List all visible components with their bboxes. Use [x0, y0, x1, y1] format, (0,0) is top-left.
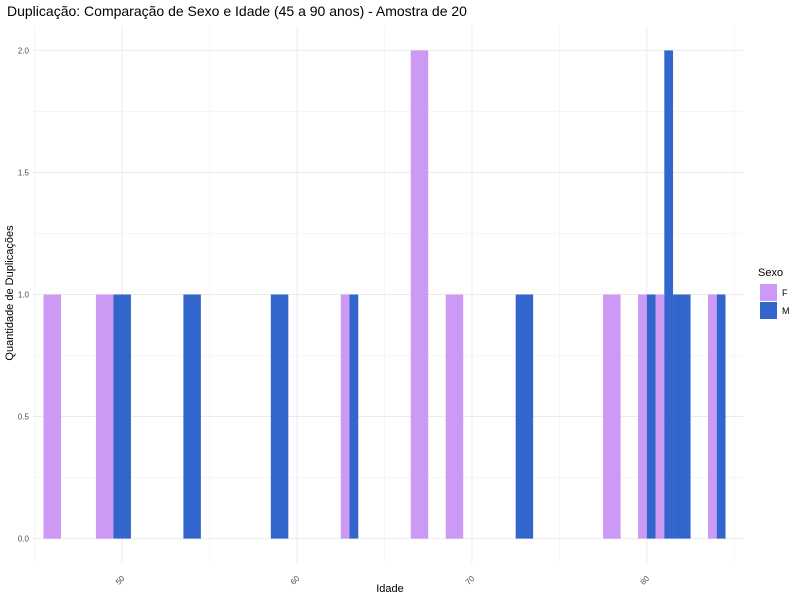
bar-m-2: [270, 294, 289, 539]
y-axis-ticks: 0.0 0.5 1.0 1.5 2.0: [18, 46, 30, 543]
bar-m-6: [664, 50, 674, 539]
legend-key-m: [760, 302, 777, 319]
bar-f-6: [638, 294, 647, 539]
x-tick-label: 70: [464, 574, 477, 587]
chart-title: Duplicação: Comparação de Sexo e Idade (…: [7, 3, 467, 19]
bar-f-0: [43, 294, 61, 539]
x-tick-label: 50: [114, 574, 127, 587]
x-axis-title: Idade: [376, 583, 404, 595]
bar-f-3: [410, 50, 429, 539]
bar-f-4: [445, 294, 464, 539]
bar-m-5: [646, 294, 656, 539]
x-tick-label: 60: [289, 574, 302, 587]
bar-f-7: [655, 294, 665, 539]
bar-f-8: [708, 294, 717, 539]
y-tick-label: 1.0: [18, 291, 30, 300]
y-tick-label: 0.5: [18, 413, 30, 422]
y-tick-label: 1.5: [18, 168, 30, 177]
y-axis-title: Quantidade de Duplicações: [4, 225, 16, 361]
legend-label-m: M: [782, 306, 790, 316]
bar-f-1: [95, 294, 114, 539]
bar-m-4: [515, 294, 534, 539]
legend-key-f: [760, 284, 777, 301]
bar-m-3: [349, 294, 359, 539]
bar-m-7: [673, 294, 691, 539]
x-tick-label: 80: [639, 574, 652, 587]
bar-m-8: [716, 294, 726, 539]
bars: [43, 50, 726, 539]
bar-f-2: [340, 294, 350, 539]
legend-label-f: F: [782, 288, 788, 298]
y-tick-label: 2.0: [18, 46, 30, 55]
legend-title: Sexo: [758, 267, 783, 279]
bar-m-1: [183, 294, 201, 539]
grid: [33, 26, 743, 563]
legend: Sexo FM: [758, 267, 790, 319]
y-tick-label: 0.0: [18, 535, 30, 544]
bar-f-5: [603, 294, 621, 539]
bar-m-0: [113, 294, 131, 539]
